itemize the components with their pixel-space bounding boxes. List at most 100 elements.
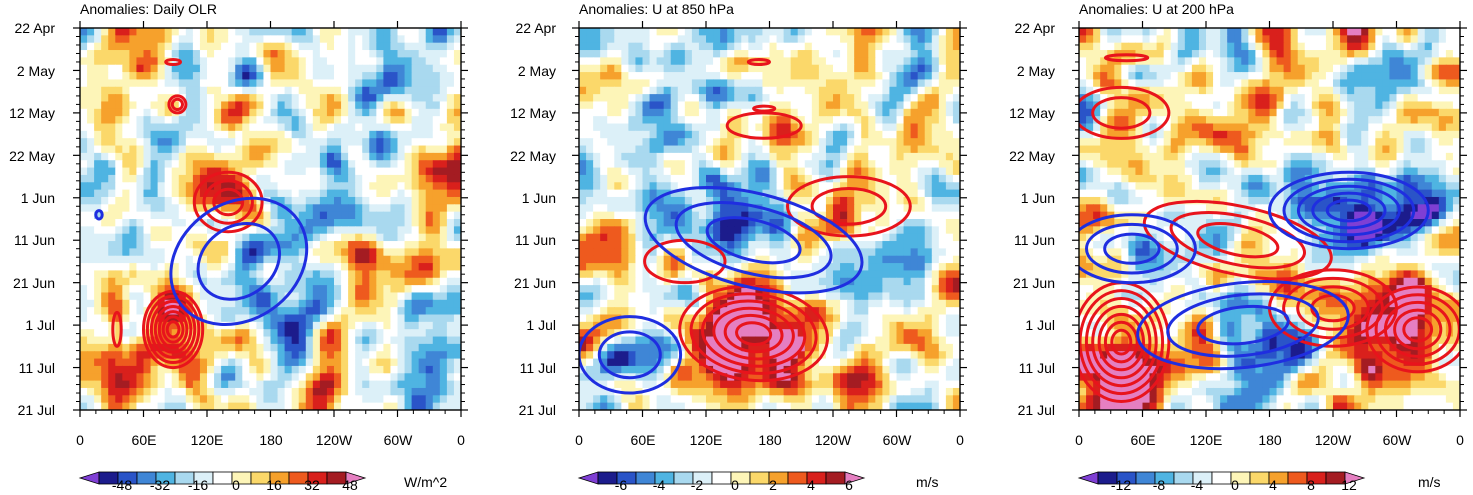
field-cell [355, 263, 363, 272]
field-cell [164, 241, 173, 249]
field-cell [404, 373, 413, 382]
field-cell [600, 241, 608, 249]
field-cell [341, 64, 349, 73]
field-cell [284, 402, 293, 410]
field-cell [938, 196, 947, 205]
field-cell [185, 263, 194, 272]
field-cell [734, 152, 742, 161]
field-cell [734, 138, 742, 147]
field-cell [185, 138, 194, 147]
field-cell [840, 241, 848, 249]
field-cell [122, 174, 130, 183]
field-cell [341, 138, 349, 147]
field-cell [748, 277, 756, 286]
colorbar-labels: -48 -32 -16 0 16 32 48 [112, 477, 358, 493]
field-cell [108, 116, 116, 125]
field-cell [312, 86, 321, 95]
field-cell [228, 241, 236, 249]
field-cell [818, 255, 827, 264]
field-cell [656, 42, 665, 51]
field-cell [755, 145, 764, 154]
field-cell [143, 299, 152, 308]
field-cell [404, 64, 413, 73]
field-cell [600, 277, 608, 286]
field-cell [677, 28, 686, 36]
field-cell [277, 248, 286, 257]
field-cell [698, 79, 707, 88]
field-cell [734, 196, 742, 205]
field-cell [136, 35, 145, 44]
field-cell [945, 123, 954, 132]
field-cell [938, 86, 947, 95]
field-cell [228, 321, 236, 330]
field-cell [776, 248, 785, 257]
field-cell [663, 174, 672, 183]
field-cell [691, 123, 700, 132]
field-cell [600, 263, 608, 272]
field-cell [734, 270, 742, 279]
field-cell [101, 395, 109, 404]
field-cell [101, 123, 109, 132]
field-cell [649, 50, 658, 58]
field-cell [593, 64, 601, 73]
field-cell [607, 79, 615, 88]
field-cell [235, 152, 243, 161]
field-cell [277, 174, 286, 183]
field-cell [656, 160, 665, 169]
field-cell [80, 123, 88, 132]
field-cell [397, 28, 406, 36]
field-cell [748, 189, 756, 198]
field-cell [748, 101, 756, 110]
field-cell [178, 263, 187, 272]
field-cell [677, 211, 686, 220]
field-cell [362, 292, 370, 301]
field-cell [362, 57, 370, 66]
field-cell [80, 226, 88, 235]
field-cell [684, 174, 693, 183]
field-cell [783, 248, 792, 257]
field-cell [143, 211, 152, 220]
field-cell [305, 343, 314, 352]
field-cell [635, 196, 644, 205]
field-cell [129, 248, 138, 257]
field-cell [663, 167, 672, 176]
field-cell [896, 174, 905, 183]
field-cell [868, 226, 876, 235]
field-cell [263, 299, 272, 308]
field-cell [439, 108, 448, 117]
field-cell [319, 358, 328, 367]
field-cell [94, 314, 102, 323]
field-cell [670, 182, 679, 191]
y-tick-label: 21 Jun [13, 275, 55, 291]
field-cell [439, 152, 448, 161]
positive-contour [157, 310, 189, 349]
field-cell [797, 116, 806, 125]
field-cell [593, 196, 601, 205]
field-cell [713, 123, 721, 132]
field-cell [607, 263, 615, 272]
field-cell [439, 255, 448, 264]
field-cell [326, 138, 335, 147]
field-cell [840, 160, 848, 169]
field-cell [355, 321, 363, 330]
field-cell [818, 263, 827, 272]
field-cell [164, 270, 173, 279]
field-cell [734, 72, 742, 81]
colorbar-swatch [212, 471, 233, 485]
field-cell [334, 351, 342, 360]
field-cell [171, 101, 180, 110]
field-cell [579, 241, 587, 249]
field-cell [635, 248, 644, 257]
field-cell [129, 204, 138, 213]
field-cell [432, 329, 441, 338]
field-cell [938, 116, 947, 125]
field-cell [348, 329, 356, 338]
field-cell [579, 226, 587, 235]
field-cell [235, 387, 243, 396]
field-cell [847, 226, 855, 235]
field-cell [383, 241, 392, 249]
field-cell [889, 57, 898, 66]
field-cell [425, 343, 434, 352]
field-cell [840, 263, 848, 272]
field-cell [263, 395, 272, 404]
